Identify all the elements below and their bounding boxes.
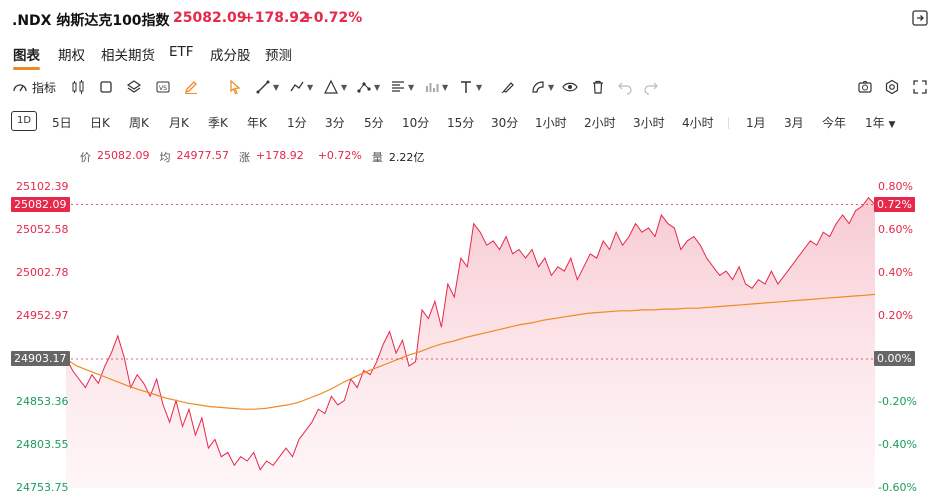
y-tick-right: 0.60% (878, 222, 913, 236)
main-tabs: 图表 期权 相关期货 ETF 成分股 预测 (0, 38, 939, 70)
page-title: .NDX 纳斯达克100指数 (12, 13, 170, 29)
undo-icon[interactable] (617, 77, 633, 97)
camera-icon[interactable] (857, 77, 873, 97)
header-price: 25082.09 (173, 10, 247, 26)
ruler-icon[interactable]: ▼ (323, 77, 347, 97)
y-tick-left: 25002.78 (16, 265, 69, 279)
drawing-toolbar: 指标 VS ▼ ▼ ▼ ▼ ▼ ▼ ▼ ▼ (0, 74, 939, 100)
legend-volume: 2.22亿 (388, 151, 425, 164)
price-line (65, 196, 876, 471)
prev-close-pct-badge: 0.00% (874, 350, 915, 366)
period-4hour[interactable]: 4小时 (682, 116, 714, 130)
vs-icon[interactable]: VS (155, 77, 171, 97)
period-divider (728, 117, 729, 129)
period-day-k[interactable]: 日K (90, 116, 110, 130)
layers-icon[interactable] (126, 77, 142, 97)
tab-forecast[interactable]: 预测 (265, 48, 292, 64)
current-price-badge: 25082.09 (11, 196, 70, 212)
period-year-k[interactable]: 年K (247, 116, 267, 130)
tab-etf[interactable]: ETF (169, 44, 194, 60)
legend-change-label: 涨 (239, 151, 250, 164)
period-selector: 1D 5日 日K 周K 月K 季K 年K 1分 3分 5分 10分 15分 30… (0, 110, 939, 134)
legend-volume-label: 量 (371, 151, 383, 164)
brush-icon[interactable] (500, 77, 516, 97)
redo-icon[interactable] (643, 77, 659, 97)
period-1month[interactable]: 1月 (746, 116, 766, 130)
y-tick-right: -0.40% (878, 437, 917, 451)
period-1min[interactable]: 1分 (287, 116, 307, 130)
y-tick-right: -0.20% (878, 394, 917, 408)
line-icon[interactable]: ▼ (255, 77, 279, 97)
y-tick-right: 0.20% (878, 308, 913, 322)
y-tick-right: 0.80% (878, 179, 913, 193)
period-1d[interactable]: 1D (11, 111, 38, 131)
period-5min[interactable]: 5分 (364, 116, 384, 130)
header-change: +178.92 (243, 10, 309, 26)
rectangle-icon[interactable] (98, 77, 114, 97)
nodes-icon[interactable]: ▼ (356, 77, 380, 97)
period-week-k[interactable]: 周K (129, 116, 149, 130)
price-area-fill (66, 197, 875, 488)
legend-change: +178.92 (256, 149, 304, 162)
y-tick-left: 24753.75 (16, 481, 69, 494)
y-tick-left: 24853.36 (16, 395, 69, 408)
tab-options[interactable]: 期权 (58, 48, 85, 64)
legend-avg-label: 均 (159, 151, 171, 164)
y-tick-right: 0.40% (878, 265, 913, 279)
title-bar: .NDX 纳斯达克100指数 25082.09 +178.92 +0.72% (0, 0, 939, 38)
period-1year-label: 1年 (865, 116, 885, 130)
y-tick-left: 25052.58 (16, 223, 69, 236)
period-30min[interactable]: 30分 (491, 116, 519, 130)
gauge-icon (13, 84, 27, 92)
y-tick-left: 24952.97 (16, 309, 69, 322)
period-2hour[interactable]: 2小时 (584, 116, 616, 130)
cursor-icon[interactable] (227, 77, 243, 97)
settings-icon[interactable] (884, 77, 900, 97)
period-1year[interactable]: 1年 ▼ (865, 114, 895, 131)
period-3month[interactable]: 3月 (784, 116, 804, 130)
period-3min[interactable]: 3分 (325, 116, 345, 130)
fullscreen-icon[interactable] (912, 77, 928, 97)
fill-icon[interactable]: ▼ (530, 77, 554, 97)
chart-icon[interactable]: ▼ (424, 77, 448, 97)
header-change-pct: +0.72% (302, 10, 363, 26)
prev-close-badge: 24903.17 (11, 350, 70, 366)
pen-icon[interactable] (183, 77, 199, 97)
path-icon[interactable]: ▼ (289, 77, 313, 97)
y-tick-left: 25102.39 (16, 180, 69, 193)
period-ytd[interactable]: 今年 (822, 116, 847, 130)
indicator-label: 指标 (32, 80, 57, 95)
tab-related-futures[interactable]: 相关期货 (101, 48, 155, 64)
current-pct-badge: 0.72% (874, 196, 915, 212)
tab-chart[interactable]: 图表 (13, 44, 40, 70)
period-5d[interactable]: 5日 (52, 116, 72, 130)
period-1hour[interactable]: 1小时 (535, 116, 567, 130)
legend-price-label: 价 (80, 151, 91, 164)
eye-icon[interactable] (562, 77, 578, 97)
legend-avg: 24977.57 (176, 149, 230, 162)
tab-constituents[interactable]: 成分股 (210, 48, 251, 64)
y-tick-right: -0.60% (878, 480, 917, 494)
text-icon[interactable]: ▼ (458, 77, 482, 97)
candles-icon[interactable] (70, 77, 86, 97)
fib-icon[interactable]: ▼ (390, 77, 414, 97)
trash-icon[interactable] (590, 77, 606, 97)
chart-legend: 价 25082.09 均 24977.57 涨 +178.92 +0.72% 量… (80, 149, 424, 165)
period-10min[interactable]: 10分 (402, 116, 430, 130)
indicator-button[interactable]: 指标 (12, 77, 56, 97)
y-tick-left: 24803.55 (16, 438, 69, 451)
period-quarter-k[interactable]: 季K (208, 116, 228, 130)
period-3hour[interactable]: 3小时 (633, 116, 665, 130)
period-15min[interactable]: 15分 (447, 116, 475, 130)
svg-text:VS: VS (159, 85, 167, 92)
legend-price: 25082.09 (97, 149, 150, 162)
average-line (65, 293, 876, 410)
legend-change-pct: +0.72% (317, 149, 362, 162)
period-month-k[interactable]: 月K (169, 116, 189, 130)
collapse-panel-icon[interactable] (911, 9, 929, 27)
period-dropdown-icon: ▼ (888, 120, 896, 130)
